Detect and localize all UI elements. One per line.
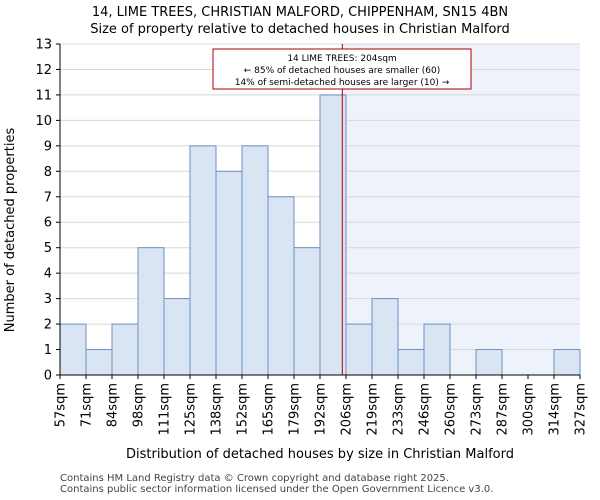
x-tick-label: 192sqm	[314, 383, 329, 436]
y-tick-label: 13	[35, 38, 52, 53]
x-tick-label: 125sqm	[184, 383, 199, 436]
x-tick-label: 111sqm	[158, 383, 173, 436]
x-tick-label: 300sqm	[522, 383, 537, 436]
x-tick-label: 327sqm	[574, 383, 589, 436]
y-tick-label: 5	[44, 241, 52, 256]
bar-138sqm	[215, 170, 243, 376]
bar-192sqm	[319, 94, 347, 376]
y-tick-label: 3	[44, 292, 52, 307]
bars	[59, 94, 581, 376]
bar-98sqm	[137, 247, 165, 376]
bar-57sqm	[59, 323, 87, 376]
bar-111sqm	[163, 298, 191, 376]
y-tick-label: 9	[44, 139, 52, 154]
bar-179sqm	[293, 247, 321, 376]
x-tick-label: 206sqm	[340, 383, 355, 436]
x-tick-label: 260sqm	[444, 383, 459, 436]
bar-219sqm	[371, 298, 399, 376]
chart-subtitle: Size of property relative to detached ho…	[90, 22, 510, 37]
footer-licence: Contains public sector information licen…	[60, 484, 494, 495]
x-tick-label: 287sqm	[496, 383, 511, 436]
x-tick-label: 273sqm	[470, 383, 485, 436]
bar-71sqm	[85, 349, 113, 376]
y-tick-label: 0	[44, 369, 52, 384]
y-tick-label: 1	[44, 343, 52, 358]
y-tick-label: 8	[44, 165, 52, 180]
x-tick-label: 84sqm	[106, 383, 121, 427]
x-tick-label: 98sqm	[132, 383, 147, 427]
x-tick-label: 314sqm	[548, 383, 563, 436]
x-tick-label: 138sqm	[210, 383, 225, 436]
bar-314sqm	[553, 349, 581, 376]
bar-206sqm	[345, 323, 373, 376]
y-tick-label: 7	[44, 190, 52, 205]
x-tick-label: 71sqm	[80, 383, 95, 427]
x-tick-label: 165sqm	[262, 383, 277, 436]
y-tick-label: 10	[35, 114, 52, 129]
y-axis-label: Number of detached properties	[3, 128, 18, 333]
bar-246sqm	[423, 323, 451, 376]
chart-title: 14, LIME TREES, CHRISTIAN MALFORD, CHIPP…	[92, 5, 508, 20]
annotation-line-2: ← 85% of detached houses are smaller (60…	[244, 66, 441, 76]
y-tick-label: 11	[35, 88, 52, 103]
x-tick-label: 57sqm	[54, 383, 69, 427]
footer-copyright: Contains HM Land Registry data © Crown c…	[60, 473, 449, 484]
x-tick-labels: 57sqm 71sqm 84sqm 98sqm 111sqm 125sqm 138sqm 15…	[54, 375, 589, 436]
annotation-line-1: 14 LIME TREES: 204sqm	[287, 54, 396, 64]
bar-125sqm	[189, 145, 217, 376]
y-tick-label: 2	[44, 318, 52, 333]
x-tick-label: 179sqm	[288, 383, 303, 436]
x-tick-label: 246sqm	[418, 383, 433, 436]
annotation-line-3: 14% of semi-detached houses are larger (…	[235, 78, 450, 88]
x-tick-label: 152sqm	[236, 383, 251, 436]
x-tick-label: 233sqm	[392, 383, 407, 436]
annotation-box: 14 LIME TREES: 204sqm ← 85% of detached …	[212, 48, 472, 90]
annotation-border	[212, 48, 472, 90]
bar-165sqm	[267, 196, 295, 376]
y-tick-label: 4	[44, 267, 52, 282]
x-tick-label: 219sqm	[366, 383, 381, 436]
bar-233sqm	[397, 349, 425, 376]
y-tick-label: 12	[35, 63, 52, 78]
bar-152sqm	[241, 145, 269, 376]
bar-273sqm	[475, 349, 503, 376]
x-axis-label: Distribution of detached houses by size …	[126, 447, 514, 462]
y-tick-label: 6	[44, 216, 52, 231]
bar-84sqm	[111, 323, 139, 376]
